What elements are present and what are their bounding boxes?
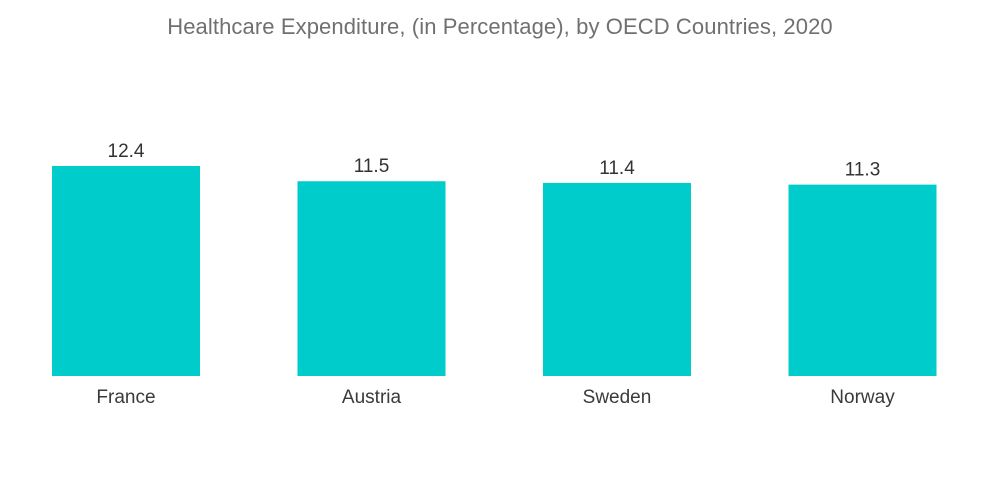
value-label-sweden: 11.4: [599, 158, 635, 179]
bar-austria: [297, 181, 446, 376]
chart-title: Healthcare Expenditure, (in Percentage),…: [167, 14, 833, 39]
value-label-france: 12.4: [108, 141, 145, 162]
bar-france: [52, 166, 200, 376]
value-label-norway: 11.3: [845, 160, 881, 181]
category-label-france: France: [96, 387, 155, 408]
value-label-austria: 11.5: [354, 156, 390, 177]
category-label-sweden: Sweden: [583, 387, 652, 408]
bar-sweden: [543, 182, 691, 376]
category-label-norway: Norway: [830, 387, 895, 408]
category-label-austria: Austria: [342, 387, 402, 408]
bar-norway: [788, 184, 937, 376]
